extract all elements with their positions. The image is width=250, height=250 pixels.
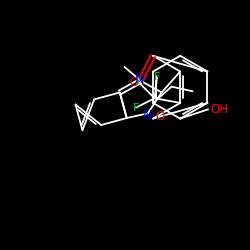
Text: N: N xyxy=(143,109,152,122)
Text: F: F xyxy=(135,77,141,87)
Text: F: F xyxy=(154,72,160,82)
Text: O: O xyxy=(130,76,139,89)
Text: F: F xyxy=(133,102,139,113)
Text: N: N xyxy=(135,73,144,86)
Text: O: O xyxy=(156,110,165,123)
Text: OH: OH xyxy=(211,103,229,116)
